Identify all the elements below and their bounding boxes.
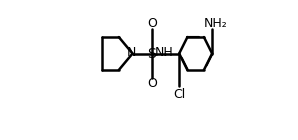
Text: NH₂: NH₂ [204, 17, 227, 30]
Text: O: O [147, 17, 157, 30]
Text: NH: NH [155, 46, 173, 59]
Text: N: N [127, 46, 136, 59]
Text: Cl: Cl [173, 88, 185, 101]
Text: O: O [147, 77, 157, 90]
Text: S: S [148, 47, 156, 61]
